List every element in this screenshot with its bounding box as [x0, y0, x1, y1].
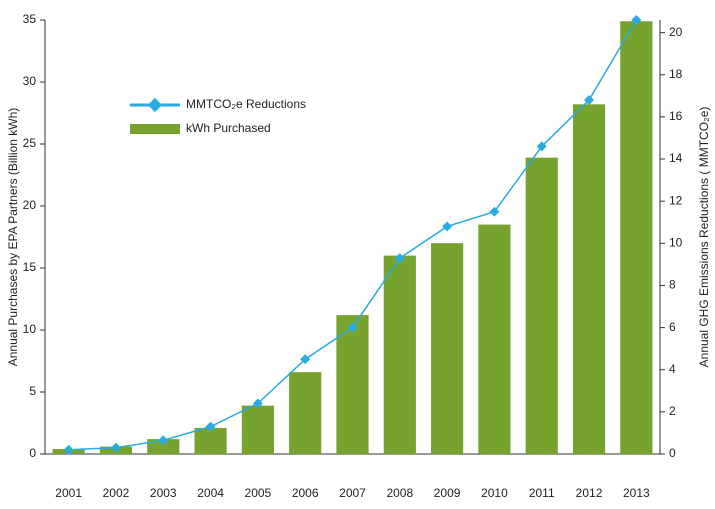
x-tick-label: 2011 [529, 486, 555, 500]
bar [147, 439, 180, 454]
x-tick-label: 2012 [576, 486, 603, 500]
marker [631, 15, 642, 25]
x-tick-label: 2006 [292, 486, 319, 500]
bar [383, 255, 416, 454]
legend-swatch [130, 124, 180, 134]
legend-label: kWh Purchased [186, 121, 271, 135]
bar [336, 315, 369, 454]
marker [536, 141, 547, 152]
x-tick-label: 2001 [55, 486, 82, 500]
y-tick-label: 35 [23, 12, 37, 26]
bar [478, 224, 511, 454]
y2-tick-label: 12 [669, 193, 683, 207]
y2-tick-label: 2 [669, 404, 676, 418]
y-tick-label: 20 [23, 198, 37, 212]
x-tick-label: 2009 [434, 486, 461, 500]
bar [620, 21, 653, 455]
y2-tick-label: 0 [669, 446, 676, 460]
y2-tick-label: 18 [669, 67, 683, 81]
y2-tick-label: 14 [669, 151, 683, 165]
x-tick-label: 2003 [150, 486, 177, 500]
legend-label: MMTCO₂e Reductions [186, 97, 306, 111]
x-tick-label: 2002 [103, 486, 130, 500]
y2-tick-label: 4 [669, 362, 676, 376]
y-tick-label: 5 [29, 384, 36, 398]
bar [194, 427, 227, 454]
x-tick-label: 2008 [386, 486, 413, 500]
x-tick-label: 2007 [339, 486, 366, 500]
marker [394, 253, 405, 264]
legend [122, 86, 327, 144]
x-tick-label: 2010 [481, 486, 508, 500]
marker [584, 95, 594, 106]
bar [289, 372, 322, 454]
y-tick-label: 10 [23, 322, 37, 336]
y-tick-label: 0 [29, 446, 36, 460]
bar [572, 104, 606, 454]
marker [158, 435, 169, 446]
y2-tick-label: 10 [669, 235, 683, 249]
y-tick-label: 30 [23, 74, 37, 88]
marker [300, 354, 311, 365]
y-tick-label: 25 [23, 136, 37, 150]
y2-tick-label: 16 [669, 109, 683, 123]
x-tick-label: 2004 [197, 486, 224, 500]
y2-tick-label: 8 [669, 278, 676, 292]
x-tick-label: 2013 [623, 486, 650, 500]
y2-tick-label: 6 [669, 320, 676, 334]
x-tick-label: 2005 [245, 486, 272, 500]
marker [442, 221, 453, 232]
bar [431, 243, 464, 454]
bar [525, 157, 558, 454]
y2-axis-label: Annual GHG Emissions Reductions ( MMTCO₂… [697, 107, 711, 368]
y-tick-label: 15 [23, 260, 37, 274]
marker [205, 421, 216, 432]
y2-tick-label: 20 [669, 25, 683, 39]
y-axis-label: Annual Purchases by EPA Partners (Billio… [6, 108, 20, 367]
bar [241, 405, 274, 454]
marker [252, 398, 263, 409]
marker [347, 322, 358, 333]
marker [489, 206, 500, 217]
